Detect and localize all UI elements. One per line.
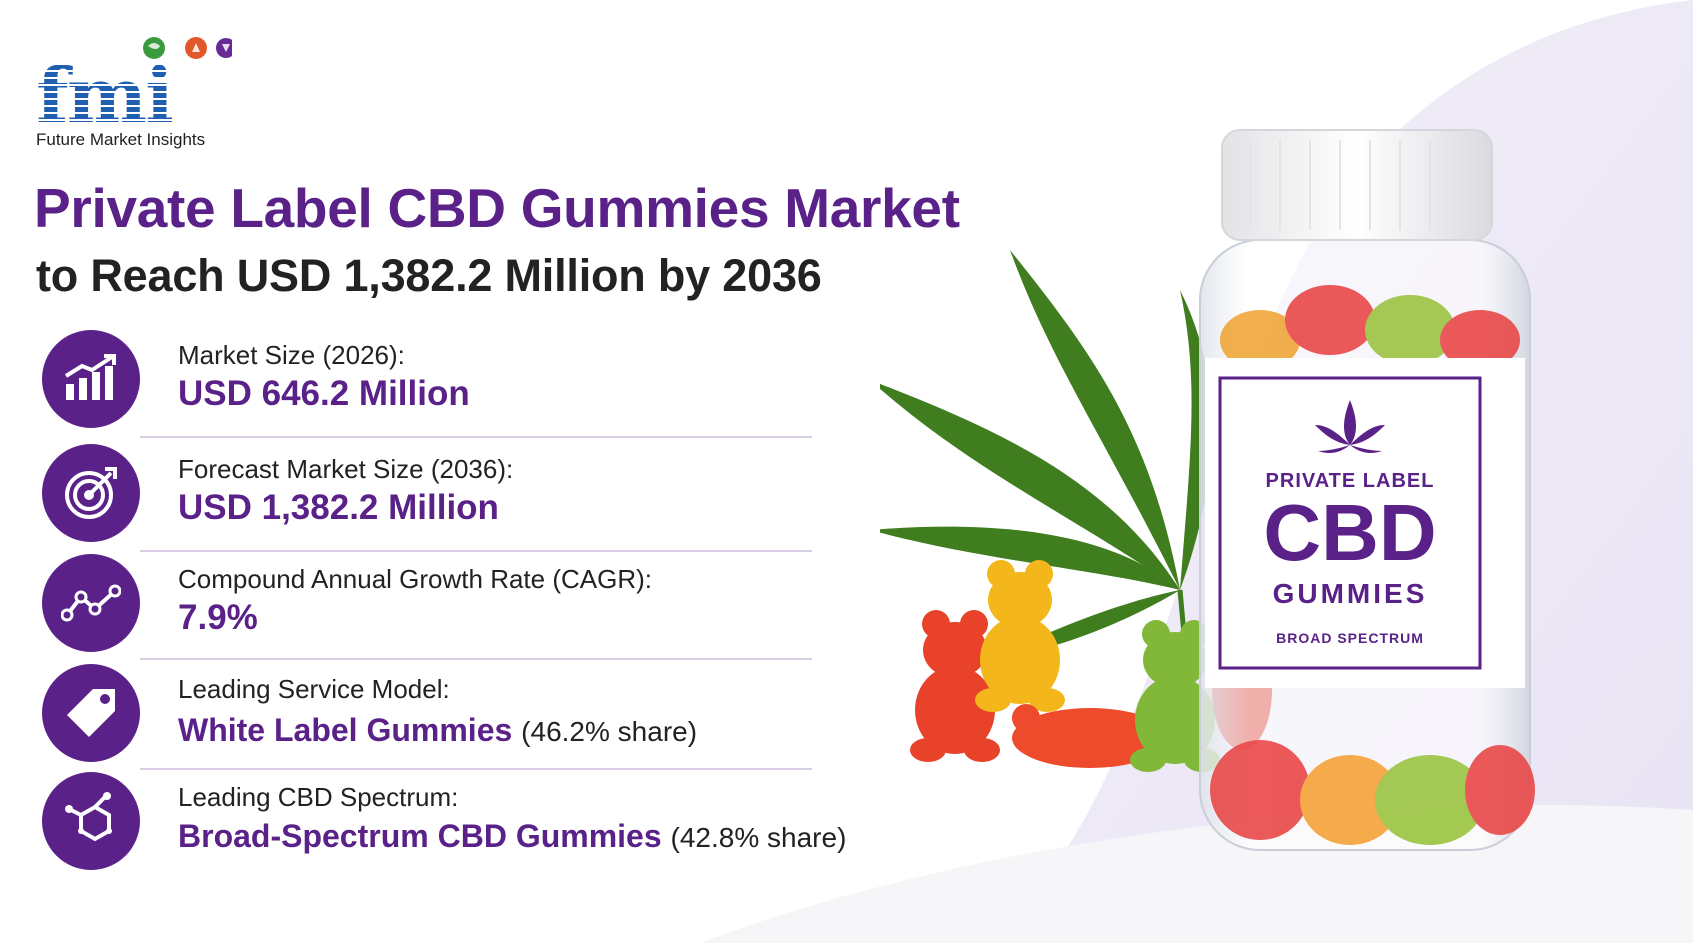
stat-value: White Label Gummies [178,712,513,748]
jar-label-line4: BROAD SPECTRUM [1276,630,1424,646]
stat-share: (46.2% share) [521,716,698,747]
stat-service-model: Leading Service Model: White Label Gummi… [42,664,822,764]
logo-tagline: Future Market Insights [36,130,206,149]
product-illustration: PRIVATE LABEL CBD GUMMIES BROAD SPECTRUM [880,129,1535,851]
divider [140,768,812,770]
stat-value: USD 646.2 Million [178,374,470,413]
stat-value: 7.9% [178,598,258,637]
stat-value-row: Broad-Spectrum CBD Gummies (42.8% share) [178,818,846,855]
stat-label: Market Size (2026): [178,340,405,370]
stat-value: Broad-Spectrum CBD Gummies [178,818,662,854]
bar-chart-icon [42,330,140,428]
stat-label: Forecast Market Size (2036): [178,454,514,484]
divider [140,436,812,438]
logo-letters: fmi [36,51,174,140]
divider [140,550,812,552]
jar-label-line2: CBD [1263,488,1436,577]
stat-label: Leading Service Model: [178,674,450,704]
stat-cagr: Compound Annual Growth Rate (CAGR): 7.9% [42,554,822,654]
jar-label-line1: PRIVATE LABEL [1266,470,1435,492]
gummy-jar: PRIVATE LABEL CBD GUMMIES BROAD SPECTRUM [1199,129,1535,851]
page-subtitle: to Reach USD 1,382.2 Million by 2036 [36,250,822,301]
stat-share: (42.8% share) [670,822,847,853]
stat-label: Compound Annual Growth Rate (CAGR): [178,564,652,594]
jar-label-line3: GUMMIES [1273,578,1428,609]
price-tag-icon [42,664,140,762]
logo-globe-dots [143,37,232,59]
molecule-icon [42,772,140,870]
stat-forecast-size: Forecast Market Size (2036): USD 1,382.2… [42,444,822,544]
jar-leaf-icon [1315,400,1385,453]
stat-label: Leading CBD Spectrum: [178,782,459,812]
target-icon [42,444,140,542]
trend-line-icon [42,554,140,652]
page-title: Private Label CBD Gummies Market [34,177,960,239]
stat-value: USD 1,382.2 Million [178,488,499,527]
fmi-logo[interactable]: fmi Future Market Insights [36,36,266,154]
stat-value-row: White Label Gummies (46.2% share) [178,712,697,749]
stat-market-size: Market Size (2026): USD 646.2 Million [42,330,822,430]
divider [140,658,812,660]
stat-cbd-spectrum: Leading CBD Spectrum: Broad-Spectrum CBD… [42,772,846,872]
